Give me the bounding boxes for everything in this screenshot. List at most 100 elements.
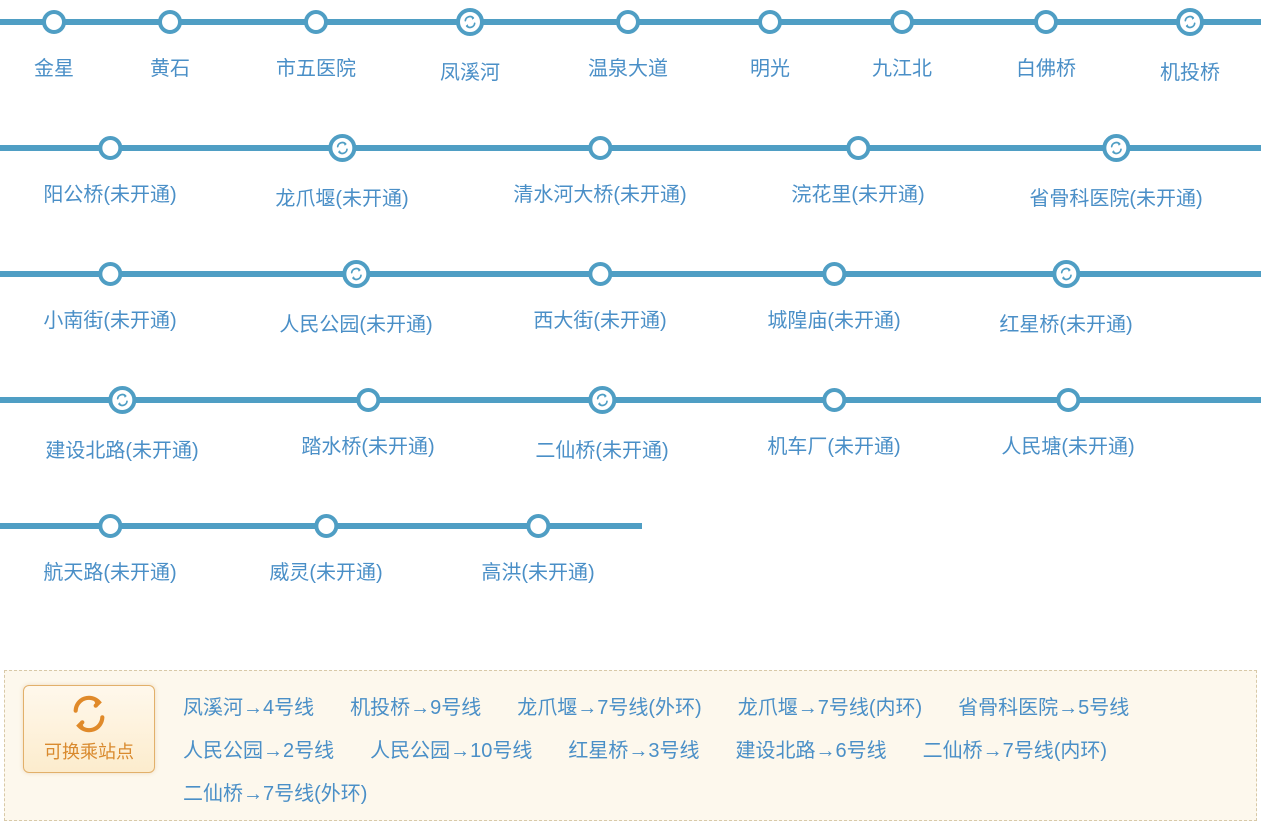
station-marker bbox=[890, 10, 914, 34]
station[interactable]: 龙爪堰(未开通) bbox=[275, 126, 408, 211]
station[interactable]: 城隍庙(未开通) bbox=[767, 252, 900, 333]
legend-badge: 可换乘站点 bbox=[23, 685, 155, 773]
transfer-icon bbox=[334, 140, 350, 156]
transfer-link[interactable]: 人民公园→10号线 bbox=[370, 734, 532, 763]
station[interactable]: 金星 bbox=[34, 0, 74, 81]
station[interactable]: 建设北路(未开通) bbox=[45, 378, 198, 463]
station[interactable]: 白佛桥 bbox=[1016, 0, 1076, 81]
transfer-station-marker bbox=[588, 386, 616, 414]
station-label: 红星桥(未开通) bbox=[999, 308, 1132, 337]
transfer-link[interactable]: 建设北路→6号线 bbox=[736, 734, 887, 763]
station-marker bbox=[588, 262, 612, 286]
station[interactable]: 清水河大桥(未开通) bbox=[513, 126, 686, 207]
station-label: 市五医院 bbox=[276, 52, 356, 81]
station[interactable]: 机投桥 bbox=[1160, 0, 1220, 85]
station[interactable]: 市五医院 bbox=[276, 0, 356, 81]
station[interactable]: 省骨科医院(未开通) bbox=[1029, 126, 1202, 211]
station[interactable]: 威灵(未开通) bbox=[269, 504, 382, 585]
station-label: 阳公桥(未开通) bbox=[43, 178, 176, 207]
station-marker bbox=[758, 10, 782, 34]
station-label: 高洪(未开通) bbox=[481, 556, 594, 585]
transfer-link[interactable]: 省骨科医院→5号线 bbox=[958, 691, 1129, 720]
station-marker bbox=[158, 10, 182, 34]
transfer-link[interactable]: 机投桥→9号线 bbox=[350, 691, 481, 720]
station-label: 金星 bbox=[34, 52, 74, 81]
station-label: 机车厂(未开通) bbox=[767, 430, 900, 459]
station-marker bbox=[526, 514, 550, 538]
transfer-icon bbox=[348, 266, 364, 282]
transfer-links: 凤溪河→4号线 机投桥→9号线 龙爪堰→7号线(外环) 龙爪堰→7号线(内环) 省骨科医… bbox=[183, 685, 1238, 806]
transfer-icon bbox=[594, 392, 610, 408]
station[interactable]: 人民公园(未开通) bbox=[279, 252, 432, 337]
station-label: 人民塘(未开通) bbox=[1001, 430, 1134, 459]
station-label: 小南街(未开通) bbox=[43, 304, 176, 333]
station-marker bbox=[822, 262, 846, 286]
station[interactable]: 二仙桥(未开通) bbox=[535, 378, 668, 463]
station-marker bbox=[304, 10, 328, 34]
station-label: 城隍庙(未开通) bbox=[767, 304, 900, 333]
station-label: 龙爪堰(未开通) bbox=[275, 182, 408, 211]
station[interactable]: 红星桥(未开通) bbox=[999, 252, 1132, 337]
station[interactable]: 九江北 bbox=[872, 0, 932, 81]
station-label: 明光 bbox=[750, 52, 790, 81]
transfer-icon bbox=[1182, 14, 1198, 30]
transfer-station-marker bbox=[328, 134, 356, 162]
line-row: 航天路(未开通) 威灵(未开通) 高洪(未开通) bbox=[0, 504, 1261, 630]
station-label: 凤溪河 bbox=[440, 56, 500, 85]
transfer-link[interactable]: 凤溪河→4号线 bbox=[183, 691, 314, 720]
transfer-station-marker bbox=[456, 8, 484, 36]
line-row: 建设北路(未开通) 踏水桥(未开通) 二仙桥(未开通) 机车厂(未开通) 人民塘(未开通… bbox=[0, 378, 1261, 504]
transfer-link[interactable]: 红星桥→3号线 bbox=[568, 734, 699, 763]
transfer-link[interactable]: 龙爪堰→7号线(内环) bbox=[738, 691, 922, 720]
station-marker bbox=[98, 514, 122, 538]
station-label: 温泉大道 bbox=[588, 52, 668, 81]
station-label: 踏水桥(未开通) bbox=[301, 430, 434, 459]
station[interactable]: 西大街(未开通) bbox=[533, 252, 666, 333]
transfer-station-marker bbox=[1176, 8, 1204, 36]
station-label: 航天路(未开通) bbox=[43, 556, 176, 585]
station[interactable]: 凤溪河 bbox=[440, 0, 500, 85]
station-marker bbox=[1034, 10, 1058, 34]
station-marker bbox=[314, 514, 338, 538]
transfer-link[interactable]: 人民公园→2号线 bbox=[183, 734, 334, 763]
station-marker bbox=[846, 136, 870, 160]
transfer-station-marker bbox=[1102, 134, 1130, 162]
station-label: 九江北 bbox=[872, 52, 932, 81]
station[interactable]: 机车厂(未开通) bbox=[767, 378, 900, 459]
transfer-link[interactable]: 二仙桥→7号线(内环) bbox=[923, 734, 1107, 763]
station[interactable]: 航天路(未开通) bbox=[43, 504, 176, 585]
transfer-station-marker bbox=[108, 386, 136, 414]
station[interactable]: 浣花里(未开通) bbox=[791, 126, 924, 207]
station-label: 浣花里(未开通) bbox=[791, 178, 924, 207]
station-label: 西大街(未开通) bbox=[533, 304, 666, 333]
station[interactable]: 高洪(未开通) bbox=[481, 504, 594, 585]
station-marker bbox=[356, 388, 380, 412]
station-label: 人民公园(未开通) bbox=[279, 308, 432, 337]
transfer-link[interactable]: 二仙桥→7号线(外环) bbox=[183, 777, 367, 806]
station[interactable]: 阳公桥(未开通) bbox=[43, 126, 176, 207]
transfer-station-marker bbox=[342, 260, 370, 288]
transfer-station-marker bbox=[1052, 260, 1080, 288]
station[interactable]: 人民塘(未开通) bbox=[1001, 378, 1134, 459]
station-marker bbox=[98, 262, 122, 286]
station[interactable]: 温泉大道 bbox=[588, 0, 668, 81]
line-row: 金星 黄石 市五医院 凤溪河 温泉大道 明光 九江北 白佛桥 机投桥 bbox=[0, 0, 1261, 126]
station[interactable]: 小南街(未开通) bbox=[43, 252, 176, 333]
transfer-icon bbox=[114, 392, 130, 408]
station[interactable]: 黄石 bbox=[150, 0, 190, 81]
station-rows: 金星 黄石 市五医院 凤溪河 温泉大道 明光 九江北 白佛桥 机投桥阳公桥(未开通) 龙爪堰(未开… bbox=[0, 0, 1261, 670]
station-marker bbox=[1056, 388, 1080, 412]
station-marker bbox=[42, 10, 66, 34]
transfer-icon bbox=[462, 14, 478, 30]
station-label: 建设北路(未开通) bbox=[45, 434, 198, 463]
station-label: 白佛桥 bbox=[1016, 52, 1076, 81]
station-label: 黄石 bbox=[150, 52, 190, 81]
station[interactable]: 明光 bbox=[750, 0, 790, 81]
line-row: 阳公桥(未开通) 龙爪堰(未开通) 清水河大桥(未开通) 浣花里(未开通) 省骨科医院(… bbox=[0, 126, 1261, 252]
transfer-icon bbox=[1058, 266, 1074, 282]
transfer-icon bbox=[69, 694, 109, 734]
legend-badge-label: 可换乘站点 bbox=[44, 738, 134, 764]
transfer-link[interactable]: 龙爪堰→7号线(外环) bbox=[517, 691, 701, 720]
station-marker bbox=[98, 136, 122, 160]
station[interactable]: 踏水桥(未开通) bbox=[301, 378, 434, 459]
